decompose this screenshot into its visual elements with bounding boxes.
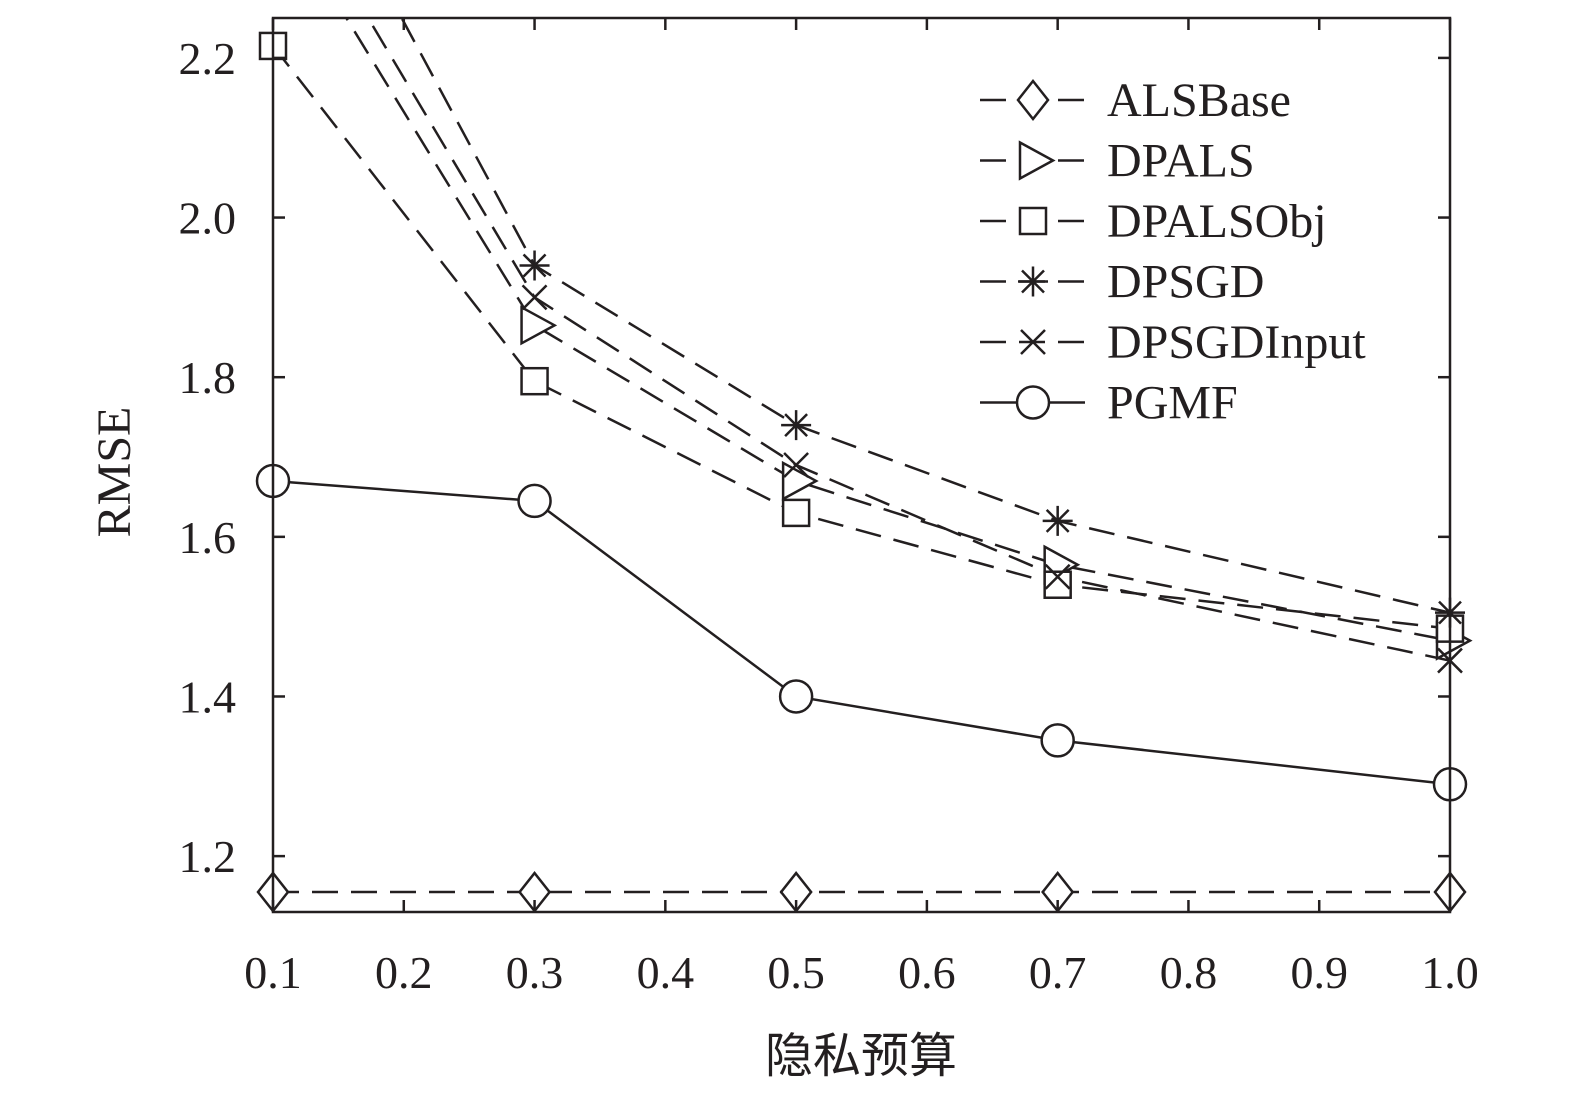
legend-label-dpsgd: DPSGD [1107, 256, 1264, 309]
x-tick-label: 0.1 [244, 947, 302, 998]
dpalsobj-point [781, 498, 811, 528]
x-tick-label: 0.3 [506, 947, 564, 998]
legend-marker-pgmf [1015, 385, 1051, 420]
dpals-point [520, 305, 558, 346]
y-tick-label: 1.6 [179, 512, 237, 563]
y-tick-label: 1.4 [179, 671, 237, 722]
plot-frame [271, 16, 1452, 914]
x-axis-title: 隐私预算 [765, 1030, 957, 1083]
legend-marker-alsbase [1016, 78, 1050, 122]
y-tick-label: 1.2 [179, 831, 237, 882]
axis-ticks [271, 18, 1452, 912]
marker-layer [255, 31, 1473, 914]
legend-label-alsbase: ALSBase [1107, 74, 1291, 127]
legend-label-dpalsobj: DPALSObj [1107, 195, 1327, 248]
pgmf-point [1040, 723, 1075, 758]
legend-marker-dpalsobj [1018, 206, 1048, 236]
legend: ALSBase DPALS DPALSObj DPSGD DPSGDInput PGMF [980, 74, 1366, 430]
x-tick-label: 0.4 [637, 947, 695, 998]
dpsgd-point [781, 410, 812, 441]
legend-label-dpsgdinput: DPSGDInput [1107, 316, 1366, 369]
dpsgdinput-point [783, 452, 809, 478]
legend-marker-dpals [1018, 140, 1056, 181]
dpalsobj-point [520, 366, 549, 396]
dpsgd-point [519, 250, 550, 281]
pgmf-point [517, 483, 552, 519]
x-tick-label: 0.9 [1290, 947, 1348, 998]
legend-marker-dpsgdinput [1020, 329, 1046, 355]
y-tick-label: 2.0 [179, 193, 237, 244]
x-tick-label: 0.7 [1029, 947, 1087, 998]
x-tick-label: 1.0 [1421, 947, 1479, 998]
dpsgdinput-point [521, 284, 548, 311]
y-tick-label: 1.8 [179, 352, 237, 403]
series-layer [273, 18, 1450, 894]
series-line-pgmf [273, 479, 1450, 786]
dpsgd-point [1042, 505, 1073, 536]
legend-label-pgmf: PGMF [1107, 377, 1238, 430]
pgmf-point [778, 679, 814, 714]
tick-labels: 0.1 0.2 0.3 0.4 0.5 0.6 0.7 0.8 0.9 1.0 1.2 1.4 1.6 1… [179, 33, 1479, 998]
x-tick-label: 0.8 [1160, 947, 1218, 998]
dpals-point [781, 460, 819, 502]
x-tick-label: 0.2 [375, 947, 433, 998]
x-tick-label: 0.6 [898, 947, 956, 998]
y-axis-title: RMSE [88, 407, 141, 538]
legend-marker-dpsgd [1018, 266, 1048, 297]
y-tick-label: 2.2 [179, 33, 237, 84]
x-tick-label: 0.5 [767, 947, 825, 998]
legend-label-dpals: DPALS [1107, 135, 1255, 188]
dpsgdinput-point [1044, 563, 1071, 590]
